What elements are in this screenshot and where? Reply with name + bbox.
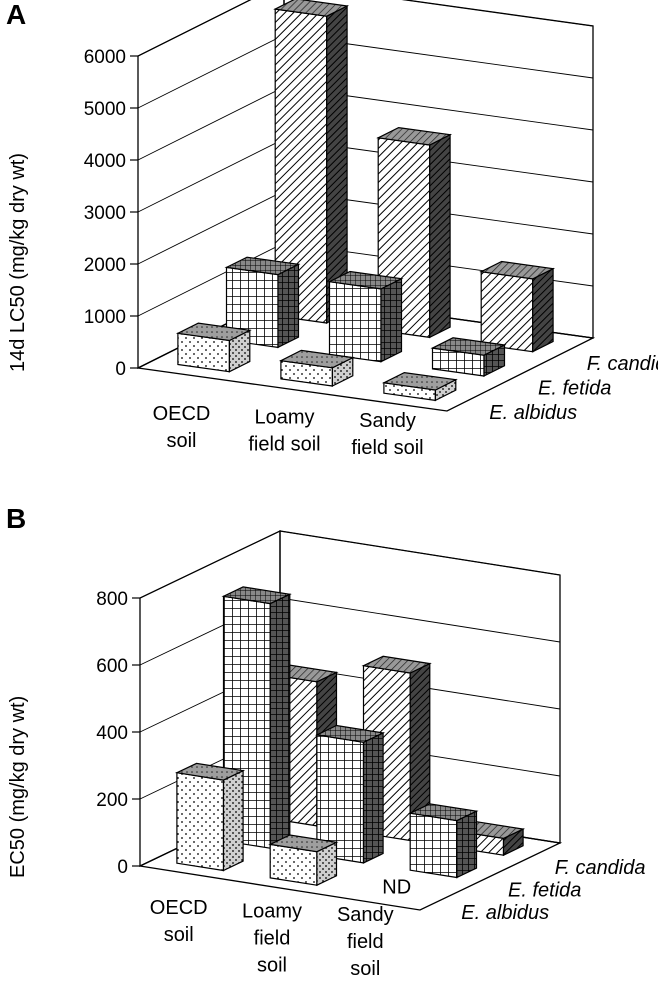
bar-top-face xyxy=(381,371,458,391)
bar-ealbidus-1 xyxy=(268,834,339,887)
gridline xyxy=(139,664,561,733)
bar-top-face xyxy=(174,762,246,781)
y-tick-label: 3000 xyxy=(84,203,126,224)
bar-ealbidus-0 xyxy=(174,762,246,872)
bar-top-face xyxy=(314,724,386,743)
panel-b-y-axis-label: EC50 (mg/kg dry wt) xyxy=(7,696,29,878)
bar-top-face xyxy=(327,270,404,290)
gridline xyxy=(139,597,561,666)
gridline xyxy=(137,138,594,213)
bar-fcandida-0 xyxy=(273,0,350,324)
panel-a-letter: A xyxy=(6,0,26,30)
category-label: Sandy field soil xyxy=(351,410,423,459)
bar-ealbidus-1 xyxy=(278,349,355,387)
gridline xyxy=(137,34,594,109)
category-label: Loamy field soil xyxy=(242,901,302,977)
bar-top-face xyxy=(408,803,479,822)
y-tick-label: 4000 xyxy=(84,151,126,172)
series-label: F. candida xyxy=(587,353,658,375)
bar-ealbidus-2 xyxy=(381,371,458,402)
bar-front-face xyxy=(409,812,458,879)
annotation-nd: ND xyxy=(382,877,411,899)
panel-b-chart: 0 200 400 600 800 OECD soil Loamy field soil Sandy… xyxy=(96,529,646,980)
bar-front-face xyxy=(328,281,382,363)
bar-side-face xyxy=(269,593,291,850)
gridline xyxy=(137,190,594,265)
bar-top-face xyxy=(278,349,355,369)
bar-efetida-1 xyxy=(327,270,404,363)
bar-side-face xyxy=(532,267,554,353)
series-label: E. fetida xyxy=(538,378,611,400)
bar-efetida-1 xyxy=(314,724,386,864)
bar-side-face xyxy=(380,277,403,363)
category-label: Sandy field soil xyxy=(337,904,394,980)
panel-a-y-axis-label: 14d LC50 (mg/kg dry wt) xyxy=(7,153,29,372)
y-tick-label: 6000 xyxy=(84,47,126,68)
y-tick-label: 0 xyxy=(115,359,126,380)
bar-top-face xyxy=(224,256,301,276)
bar-side-face xyxy=(362,731,384,864)
bar-efetida-2 xyxy=(408,803,479,879)
bar-top-face xyxy=(430,337,507,356)
bar-top-face xyxy=(479,260,556,280)
gridline xyxy=(137,86,594,161)
bar-top-face xyxy=(268,834,339,853)
y-tick-label: 800 xyxy=(96,589,128,610)
bar-top-face xyxy=(376,126,453,146)
category-label: OECD soil xyxy=(150,897,208,946)
y-tick-label: 2000 xyxy=(84,255,126,276)
y-tick-label: 200 xyxy=(96,790,128,811)
y-tick-label: 600 xyxy=(96,656,128,677)
category-label: OECD soil xyxy=(153,403,211,452)
category-label: Loamy field soil xyxy=(248,406,320,455)
bar-front-face xyxy=(480,271,534,353)
bar-ealbidus-0 xyxy=(175,322,252,373)
bar-side-face xyxy=(277,263,300,349)
bar-side-face xyxy=(222,769,244,872)
bar-top-face xyxy=(273,0,350,17)
bar-front-face xyxy=(176,771,225,872)
gridline xyxy=(137,0,594,57)
bar-side-face xyxy=(429,133,451,339)
gridline xyxy=(139,530,561,599)
y-tick-label: 5000 xyxy=(84,99,126,120)
bar-fcandida-2 xyxy=(479,260,556,353)
panel-b-letter: B xyxy=(6,503,26,534)
series-label: E. albidus xyxy=(461,902,549,924)
bar-top-face xyxy=(361,655,432,674)
bar-top-face xyxy=(175,322,252,342)
series-label: E. fetida xyxy=(508,880,581,902)
series-label: E. albidus xyxy=(489,402,577,424)
y-tick-label: 0 xyxy=(117,857,128,878)
bar-efetida-0 xyxy=(224,256,301,349)
series-label: F. candida xyxy=(555,857,646,879)
panel-a-chart: 0 1000 2000 3000 4000 5000 6000 OECD soil Loamy fi… xyxy=(84,0,658,459)
y-tick-label: 1000 xyxy=(84,307,126,328)
bar-side-face xyxy=(456,810,478,879)
bar-efetida-2 xyxy=(430,337,507,377)
bar-top-face xyxy=(221,586,292,605)
y-tick-label: 400 xyxy=(96,723,128,744)
